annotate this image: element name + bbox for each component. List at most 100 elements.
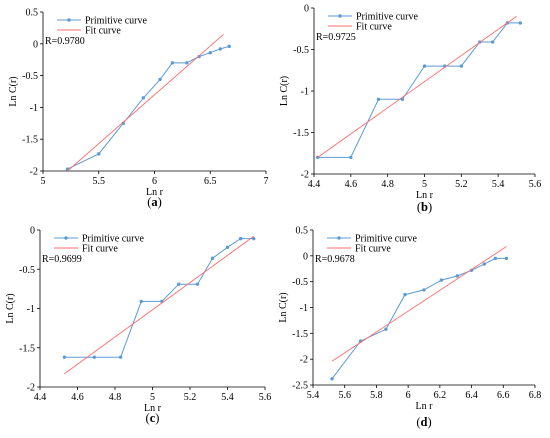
- x-tick-label: 5.2: [184, 392, 197, 403]
- primitive-curve-point: [349, 155, 353, 160]
- primitive-curve-point: [490, 40, 495, 44]
- x-axis-label: Ln r: [416, 190, 434, 201]
- y-tick-label: -2.5: [292, 381, 308, 392]
- x-tick-label: 6.2: [434, 390, 447, 401]
- x-tick-label: 6.4: [465, 390, 478, 401]
- y-tick-label: 0: [303, 251, 308, 262]
- r-value-annotation: R=0.9678: [315, 254, 355, 265]
- x-tick-label: 5.6: [259, 392, 272, 403]
- primitive-curve-point: [376, 97, 381, 102]
- r-value-annotation: R=0.9725: [316, 32, 356, 43]
- x-axis-label: Ln r: [144, 403, 162, 414]
- x-tick-label: 6.6: [497, 390, 510, 401]
- panel-caption: (b): [417, 200, 432, 214]
- panel-caption: (d): [416, 415, 431, 429]
- legend-label-fit: Fit curve: [85, 26, 121, 37]
- x-tick-label: 5.6: [529, 179, 542, 190]
- primitive-curve-point: [208, 51, 212, 55]
- primitive-curve-point: [62, 355, 67, 359]
- primitive-curve-point: [384, 327, 388, 331]
- r-value-annotation: R=0.9780: [45, 36, 85, 47]
- chart-panel-a: 5 5.5 6 6.5 7 -2 -1.5 -1 -0.5 0 0.5 Ln r Ln C(r) Prim…: [8, 8, 269, 210]
- primitive-curve-point: [141, 96, 146, 100]
- primitive-curve-line: [317, 22, 521, 158]
- panel-caption: (c): [146, 411, 160, 425]
- y-axis-label: Ln C(r): [279, 76, 290, 106]
- y-tick-label: 0.5: [26, 8, 39, 19]
- legend-label-fit: Fit curve: [356, 22, 392, 33]
- x-tick-label: 5.2: [455, 179, 468, 190]
- x-tick-label: 5.5: [93, 176, 106, 187]
- primitive-curve-point: [197, 54, 201, 59]
- primitive-curve-point: [439, 278, 444, 282]
- panel-caption: (a): [147, 195, 162, 209]
- y-tick-label: -2: [301, 170, 309, 181]
- y-tick-label: -2: [30, 167, 38, 178]
- y-tick-label: -1: [300, 303, 308, 314]
- y-tick-label: -1.5: [22, 135, 38, 146]
- x-tick-label: 6.8: [529, 390, 542, 401]
- x-tick-label: 4.6: [345, 179, 358, 190]
- primitive-curve-point: [403, 292, 407, 297]
- primitive-curve-point: [459, 64, 464, 68]
- legend-marker-primitive: [64, 236, 68, 240]
- x-tick-label: 5.8: [370, 390, 383, 401]
- x-tick-label: 5: [41, 176, 46, 187]
- primitive-curve-point: [195, 282, 200, 286]
- y-tick-label: -1: [301, 87, 309, 98]
- primitive-curve-point: [482, 262, 486, 266]
- primitive-curve-point: [170, 61, 175, 65]
- x-tick-label: 5.6: [338, 390, 351, 401]
- y-tick-label: -1: [27, 304, 35, 315]
- primitive-curve-point: [469, 268, 474, 272]
- legend-marker-primitive: [67, 18, 71, 22]
- primitive-curve-point: [455, 274, 459, 278]
- x-tick-label: 4.6: [71, 392, 84, 403]
- legend-label-primitive: Primitive curve: [356, 12, 418, 23]
- primitive-curve-line: [67, 45, 230, 170]
- primitive-curve-point: [504, 256, 509, 261]
- y-axis-label: Ln C(r): [8, 76, 19, 106]
- x-tick-label: 5.4: [307, 390, 320, 401]
- x-tick-label: 5.4: [492, 179, 505, 190]
- legend-marker-primitive: [338, 14, 342, 18]
- y-tick-label: 0.5: [296, 226, 309, 237]
- x-tick-label: 5.4: [221, 392, 234, 403]
- legend-label-primitive: Primitive curve: [85, 16, 147, 27]
- primitive-curve-point: [252, 236, 256, 241]
- y-axis-label: Ln C(r): [278, 292, 289, 322]
- y-tick-label: 0: [30, 226, 35, 237]
- legend-label-fit: Fit curve: [355, 244, 391, 255]
- legend-label-primitive: Primitive curve: [82, 234, 144, 245]
- y-tick-label: -0.5: [22, 71, 38, 82]
- chart-panel-d: 5.4 5.6 5.8 6 6.2 6.4 6.6 6.8 -2.5 -2 -1.5 -1 -0.5 0 0…: [278, 226, 541, 430]
- primitive-curve-point: [225, 245, 230, 249]
- y-tick-label: -1: [30, 103, 38, 114]
- primitive-curve-point: [330, 377, 334, 381]
- legend-marker-primitive: [337, 236, 341, 240]
- primitive-curve-point: [118, 355, 123, 359]
- x-tick-label: 6.5: [204, 176, 217, 187]
- y-tick-label: -1.5: [292, 329, 308, 340]
- primitive-curve-point: [218, 47, 222, 51]
- primitive-curve-point: [238, 236, 243, 241]
- primitive-curve-point: [227, 44, 231, 49]
- y-tick-label: -1.5: [19, 343, 35, 354]
- primitive-curve-line: [331, 257, 507, 380]
- y-tick-label: -2: [27, 383, 35, 394]
- y-tick-label: -2: [300, 355, 308, 366]
- y-axis-label: Ln C(r): [5, 293, 16, 323]
- primitive-curve-point: [92, 355, 97, 359]
- chart-panel-b: 4.4 4.6 4.8 5 5.2 5.4 5.6 -2 -1.5 -1 -0.5 0 Ln r Ln C…: [279, 4, 541, 215]
- primitive-curve-point: [518, 21, 522, 25]
- primitive-curve-point: [422, 288, 426, 292]
- y-tick-label: -0.5: [292, 277, 308, 288]
- chart-panel-c: 4.4 4.6 4.8 5 5.2 5.4 5.6 -2 -1.5 -1 -0.5 0 Ln r Ln C…: [5, 226, 271, 426]
- legend-label-primitive: Primitive curve: [355, 234, 417, 245]
- r-value-annotation: R=0.9699: [42, 254, 82, 265]
- y-tick-label: 0: [304, 4, 309, 15]
